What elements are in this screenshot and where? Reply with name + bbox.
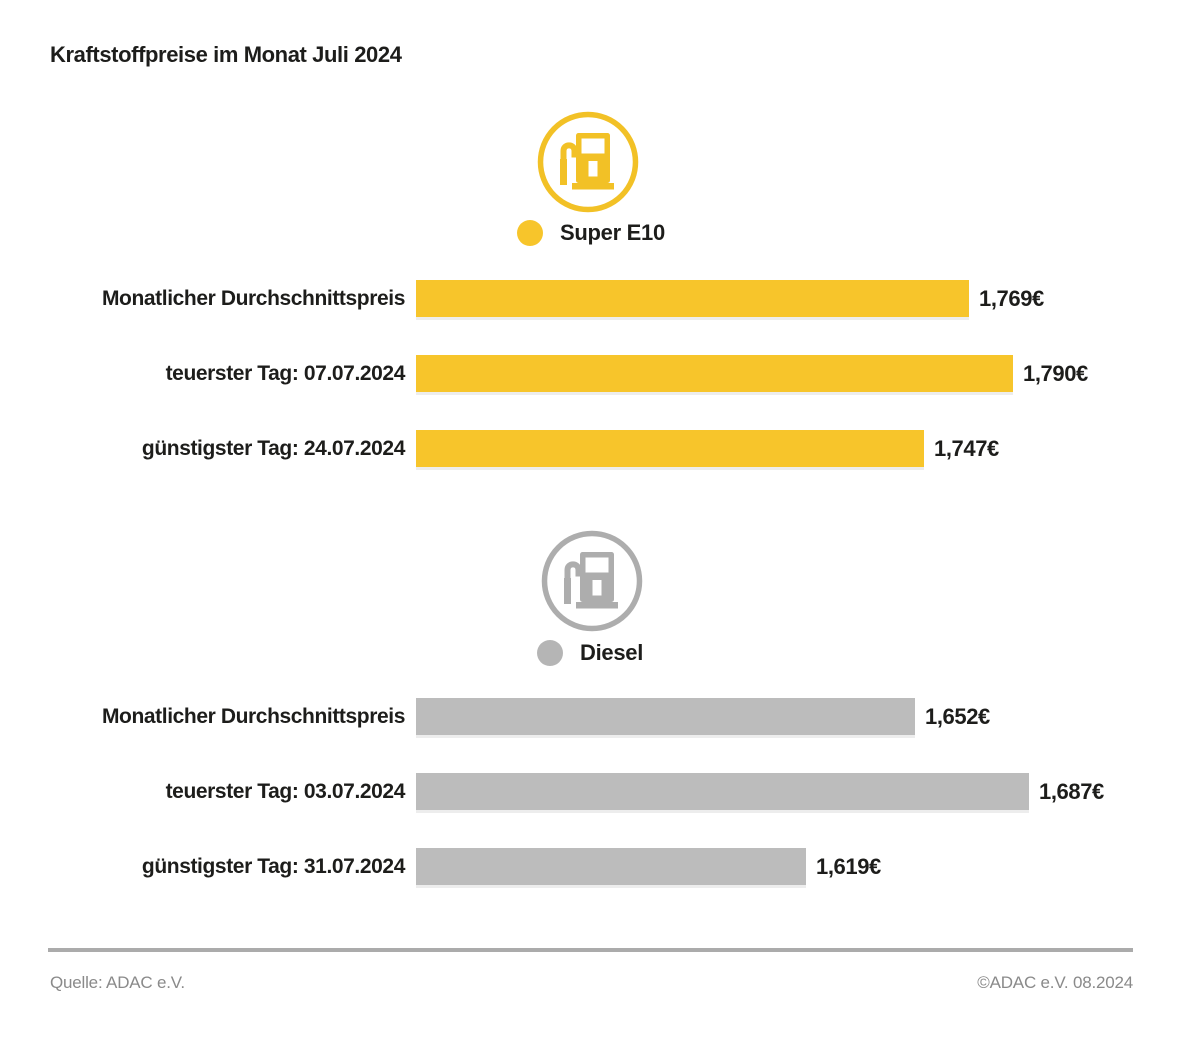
price-bar <box>416 355 1013 392</box>
fuel-pump-icon <box>540 529 644 633</box>
bar-row: günstigster Tag: 31.07.2024 1,619€ <box>0 848 1200 885</box>
bar-row: günstigster Tag: 24.07.2024 1,747€ <box>0 430 1200 467</box>
fuel-pump-icon <box>536 110 640 214</box>
price-value: 1,790€ <box>1023 360 1088 386</box>
divider <box>48 948 1133 952</box>
bar-row: Monatlicher Durchschnittspreis 1,652€ <box>0 698 1200 735</box>
bar-row: Monatlicher Durchschnittspreis 1,769€ <box>0 280 1200 317</box>
page-title: Kraftstoffpreise im Monat Juli 2024 <box>50 42 402 67</box>
legend-dot <box>517 220 543 246</box>
bar-label: günstigster Tag: 24.07.2024 <box>141 436 405 460</box>
price-value: 1,747€ <box>934 435 999 461</box>
price-value: 1,652€ <box>925 703 990 729</box>
price-value: 1,687€ <box>1039 778 1104 804</box>
price-bar <box>416 848 806 885</box>
bar-row: teuerster Tag: 03.07.2024 1,687€ <box>0 773 1200 810</box>
fuel-type-label: Super E10 <box>560 220 665 245</box>
price-bar <box>416 280 969 317</box>
price-bar <box>416 773 1029 810</box>
bar-row: teuerster Tag: 07.07.2024 1,790€ <box>0 355 1200 392</box>
copyright-text: ©ADAC e.V. 08.2024 <box>977 973 1133 992</box>
bar-label: teuerster Tag: 07.07.2024 <box>165 361 406 385</box>
price-bar <box>416 430 924 467</box>
price-bar <box>416 698 915 735</box>
bar-label: teuerster Tag: 03.07.2024 <box>165 779 406 803</box>
legend-diesel: Diesel <box>537 640 643 666</box>
fuel-type-label: Diesel <box>580 640 644 665</box>
price-value: 1,769€ <box>979 285 1044 311</box>
bar-label: Monatlicher Durchschnittspreis <box>101 286 405 310</box>
source-text: Quelle: ADAC e.V. <box>50 973 185 992</box>
price-value: 1,619€ <box>816 853 881 879</box>
legend-dot <box>537 640 563 666</box>
bar-label: günstigster Tag: 31.07.2024 <box>141 854 405 878</box>
legend-super-e10: Super E10 <box>517 220 665 246</box>
bar-label: Monatlicher Durchschnittspreis <box>101 704 405 728</box>
